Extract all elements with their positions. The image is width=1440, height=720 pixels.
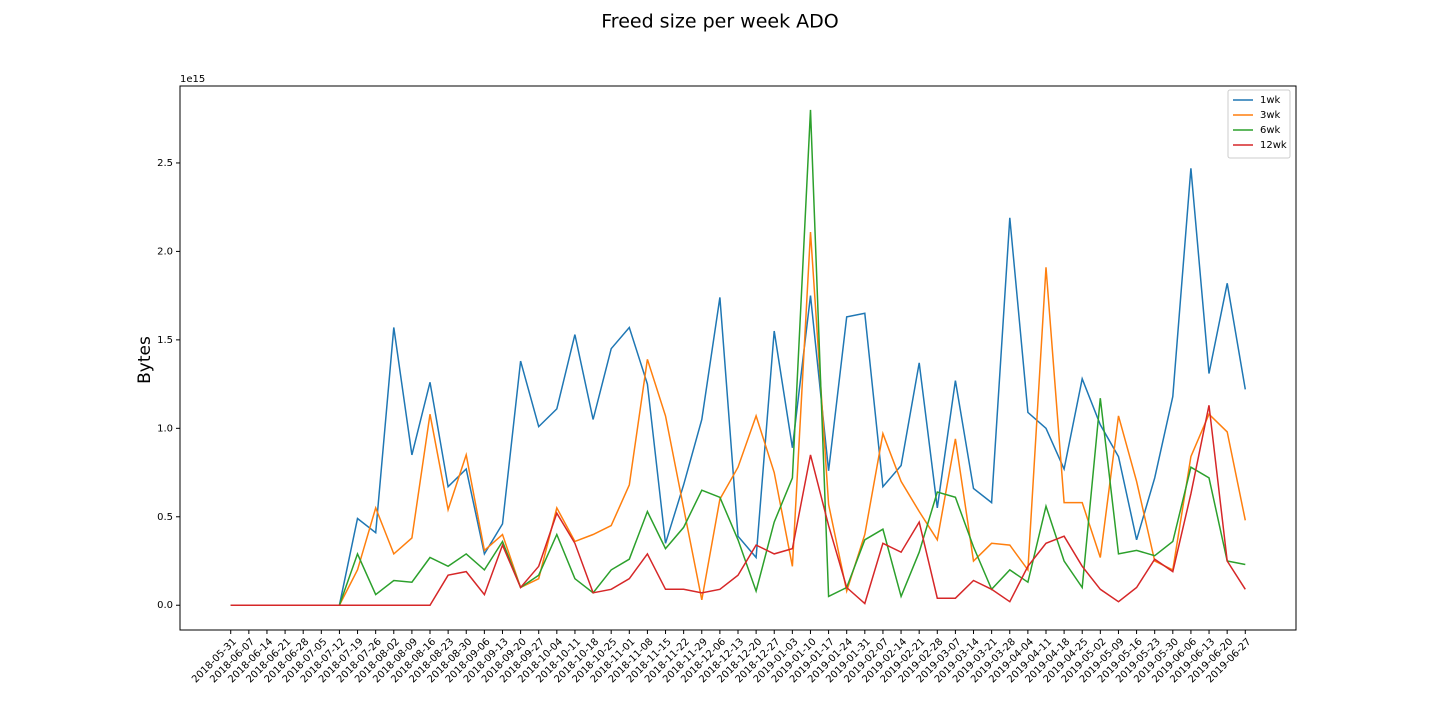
legend-label: 1wk — [1260, 95, 1281, 106]
offset-text: 1e15 — [180, 74, 205, 85]
legend — [1227, 89, 1291, 159]
series-line — [230, 405, 1246, 606]
y-tick-label: 1.0 — [157, 423, 173, 434]
series-line — [230, 231, 1247, 606]
chart-title: Freed size per week ADO — [601, 11, 838, 33]
y-tick-label: 0.5 — [157, 512, 173, 523]
y-tick-label: 2.5 — [157, 158, 173, 169]
y-tick-label: 1.5 — [157, 335, 173, 346]
legend-label: 12wk — [1260, 140, 1287, 151]
plot-area — [179, 85, 1297, 631]
legend-label: 6wk — [1260, 125, 1281, 136]
y-tick-label: 0.0 — [157, 600, 173, 611]
y-axis-label: Bytes — [135, 336, 155, 384]
series-line — [230, 109, 1246, 606]
series-line — [230, 168, 1247, 606]
legend-label: 3wk — [1260, 110, 1281, 121]
y-tick-label: 2.0 — [157, 246, 173, 257]
